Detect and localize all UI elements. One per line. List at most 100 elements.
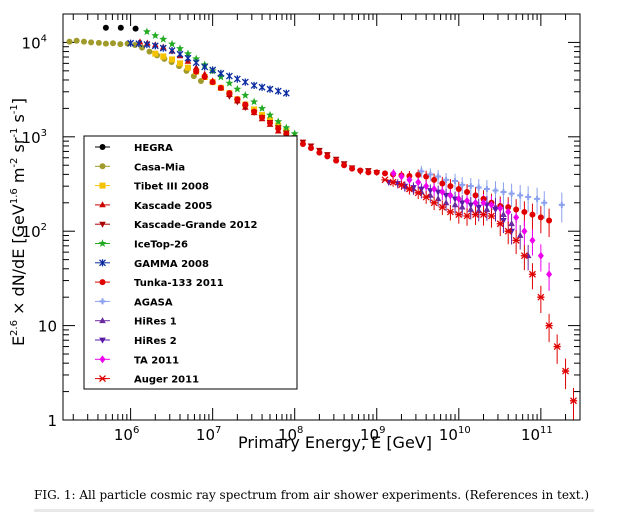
tunka-133-2011-point [373, 169, 380, 176]
legend-label-kascade-2005: Kascade 2005 [134, 201, 212, 212]
ta-2011-point [464, 196, 471, 205]
legend-marker-hegra [99, 144, 106, 150]
ta-2011-point [472, 198, 479, 207]
hires-2-point [458, 200, 466, 207]
agasa-point [418, 168, 425, 175]
auger-2011-point [528, 270, 537, 278]
ta-2011-point [497, 204, 504, 213]
hires-2-point [442, 192, 450, 199]
tunka-133-2011-point [521, 208, 528, 215]
x-tick-label: 1011 [521, 425, 553, 444]
y-tick-label: 1 [47, 412, 57, 430]
legend-marker-agasa [99, 298, 106, 305]
auger-2011-point [414, 189, 422, 197]
cosmic-ray-spectrum-chart: 106 107 108 109 1010 1011 1 10 102 103 104 Primar… [9, 13, 581, 452]
icetop-26-point [168, 39, 177, 48]
hires-1-point [500, 210, 507, 217]
ta-2011-point [455, 194, 462, 203]
y-tick-label: 103 [22, 128, 47, 147]
tunka-133-2011-point [464, 189, 471, 196]
tibet-iii-2008-point [169, 56, 176, 63]
tunka-133-2011-point [226, 90, 233, 97]
gamma-2008-point [282, 89, 290, 97]
tunka-133-2011-point [193, 68, 200, 75]
tunka-133-2011-point [316, 149, 323, 156]
casa-mia-point [102, 40, 109, 47]
gamma-2008-point [159, 44, 167, 52]
hires-1-point [451, 201, 459, 208]
auger-2011-point [553, 343, 561, 351]
tunka-133-2011-point [251, 108, 258, 115]
auger-2011-point [537, 293, 545, 301]
legend-label-agasa: AGASA [134, 297, 173, 308]
y-tick-labels: 1 10 102 103 104 [22, 33, 57, 430]
tunka-133-2011-point [234, 96, 241, 103]
agasa-point [452, 178, 459, 185]
gamma-2008-point [266, 85, 274, 93]
legend-marker-kascade-2005 [99, 201, 106, 208]
icetop-26-point [142, 27, 151, 36]
tunka-133-2011-point [341, 162, 348, 169]
agasa-point [517, 192, 524, 199]
hires-1-point [516, 231, 524, 238]
gamma-2008-point [143, 40, 151, 49]
agasa-point [435, 173, 442, 180]
legend-marker-hires-2 [99, 337, 106, 344]
gamma-2008-point [192, 59, 200, 67]
auger-2011-point [381, 176, 389, 184]
agasa-point [467, 183, 474, 190]
gamma-2008-point [127, 39, 135, 47]
legend: HEGRA Casa-Mia Tibet III 2008 Kascade 2005 K… [83, 135, 298, 390]
ta-2011-point [423, 182, 430, 191]
data-points [66, 24, 578, 405]
agasa-point [541, 199, 548, 206]
agasa-point [500, 189, 507, 196]
auger-2011-point [422, 193, 430, 201]
x-tick-label: 109 [360, 425, 385, 444]
icetop-26-point [225, 78, 234, 87]
legend-label-gamma-2008: GAMMA 2008 [134, 259, 209, 270]
agasa-point [443, 176, 450, 183]
auger-2011-point [446, 208, 455, 216]
gamma-2008-point [176, 50, 184, 58]
hires-2-point [434, 189, 442, 196]
casa-mia-point [88, 39, 95, 46]
tunka-133-2011-point [357, 167, 364, 174]
hires-1-point [442, 199, 450, 206]
hires-1-point [458, 203, 466, 210]
casa-mia-point [80, 38, 87, 45]
figure-caption: FIG. 1: All particle cosmic ray spectrum… [34, 488, 590, 502]
y-tick-label: 102 [22, 222, 47, 241]
legend-marker-kascade-grande-2012 [99, 221, 106, 228]
auger-2011-point [471, 211, 480, 219]
icetop-26-point [241, 91, 250, 99]
tibet-iii-2008-point [160, 53, 167, 60]
icetop-26-point [266, 110, 274, 119]
icetop-26-point [282, 123, 291, 132]
legend-marker-casa-mia [99, 163, 106, 170]
hires-2-point [418, 186, 425, 193]
ta-2011-point [480, 198, 487, 207]
tunka-133-2011-point [242, 101, 249, 108]
y-axis-title: E2.6 × dN/dE [GeV1.6 m-2 sr-1 s-1] [9, 98, 28, 346]
legend-marker-tibet-iii-2008 [99, 182, 106, 189]
agasa-point [492, 187, 499, 194]
icetop-26-point [250, 97, 259, 106]
tunka-133-2011-point [505, 204, 512, 211]
legend-label-ta-2011: TA 2011 [134, 355, 179, 366]
ta-2011-point [431, 185, 438, 193]
ta-2011-point [513, 213, 520, 222]
tunka-133-2011-point [472, 192, 479, 199]
casa-mia-point [73, 37, 80, 44]
legend-marker-tunka-133-2011 [99, 279, 106, 286]
auger-2011-point [430, 199, 438, 207]
gamma-2008-point [209, 66, 217, 74]
auger-2011-point [496, 220, 504, 228]
legend-marker-gamma-2008 [99, 259, 106, 267]
hires-1-point [427, 191, 434, 198]
auger-2011-point [520, 252, 528, 260]
icetop-26-point [192, 54, 201, 63]
kascade-2005-point [136, 38, 144, 45]
hegra-point [117, 24, 124, 31]
auger-2011-point [455, 211, 463, 219]
